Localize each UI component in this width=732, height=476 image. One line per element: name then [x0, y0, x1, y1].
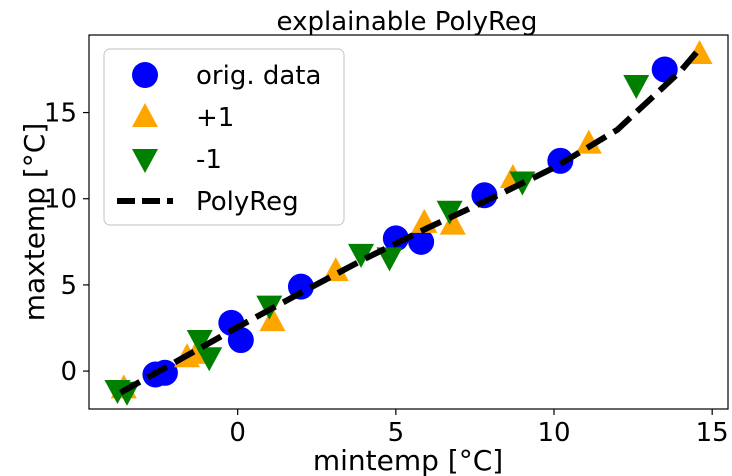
legend-label: -1 [196, 145, 222, 175]
x-tick-label: 0 [229, 418, 246, 448]
legend-label: orig. data [196, 61, 321, 91]
data-point-triangle [376, 247, 403, 272]
data-point-triangle [186, 330, 213, 355]
plot-frame [88, 34, 729, 410]
data-point-circle [408, 228, 435, 255]
y-axis-label: maxtemp [°C] [18, 123, 51, 322]
legend-marker [132, 103, 158, 127]
plot-area [104, 39, 713, 406]
legend-marker [132, 149, 158, 173]
data-point-circle [227, 327, 254, 354]
data-point-circle [382, 225, 409, 252]
x-tick-label: 10 [537, 418, 570, 448]
data-point-triangle [348, 243, 375, 268]
y-tick-label: 5 [60, 271, 77, 301]
data-point-triangle [259, 307, 286, 332]
legend: orig. data +1 -1 PolyReg [103, 48, 345, 226]
chart-title: explainable PolyReg [277, 7, 538, 37]
legend-frame [103, 48, 345, 226]
polyreg-line [119, 46, 702, 396]
x-tick-label: 15 [696, 418, 729, 448]
x-axis-label: mintemp [°C] [313, 444, 503, 476]
data-point-triangle [623, 74, 650, 99]
data-point-circle [151, 359, 178, 386]
legend-marker [132, 62, 158, 88]
y-tick-label: 15 [44, 99, 77, 129]
data-point-triangle [575, 129, 602, 154]
data-point-triangle [322, 257, 349, 282]
x-axis-ticks: 0 5 10 15 [229, 409, 729, 448]
data-point-triangle [196, 347, 223, 372]
x-tick-label: 5 [388, 418, 405, 448]
y-tick-label: 10 [44, 185, 77, 215]
legend-label: +1 [196, 103, 234, 133]
y-tick-label: 0 [60, 357, 77, 387]
data-point-triangle [439, 210, 466, 235]
data-point-triangle [436, 200, 463, 225]
legend-label: PolyReg [196, 187, 299, 217]
y-axis-ticks: 0 5 10 15 [44, 99, 89, 387]
